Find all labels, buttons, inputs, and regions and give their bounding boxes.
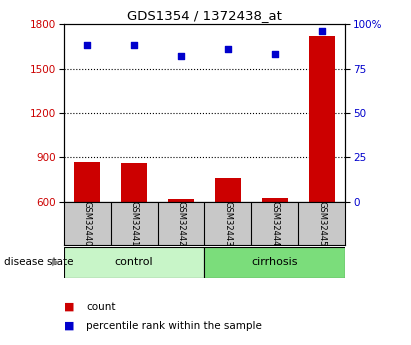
Point: [319, 29, 325, 34]
Text: GSM32442: GSM32442: [176, 201, 185, 246]
Text: control: control: [115, 257, 153, 267]
Bar: [121, 163, 147, 202]
Text: GSM32445: GSM32445: [317, 201, 326, 246]
Text: percentile rank within the sample: percentile rank within the sample: [86, 321, 262, 331]
Point: [131, 43, 137, 48]
Point: [84, 43, 90, 48]
Text: ■: ■: [64, 302, 74, 312]
Point: [272, 52, 278, 57]
Text: ▶: ▶: [52, 257, 59, 267]
Bar: [168, 199, 194, 202]
Bar: [74, 162, 100, 202]
Text: disease state: disease state: [4, 257, 74, 267]
Point: [225, 46, 231, 52]
Text: cirrhosis: cirrhosis: [252, 257, 298, 267]
Bar: [309, 36, 335, 202]
Text: GSM32444: GSM32444: [270, 201, 279, 246]
Point: [178, 53, 184, 59]
Text: ■: ■: [64, 321, 74, 331]
Text: count: count: [86, 302, 116, 312]
Text: GSM32441: GSM32441: [129, 201, 139, 246]
Text: GSM32443: GSM32443: [224, 201, 233, 246]
Text: GSM32440: GSM32440: [83, 201, 92, 246]
Bar: [205, 247, 345, 278]
Title: GDS1354 / 1372438_at: GDS1354 / 1372438_at: [127, 9, 282, 22]
Bar: [64, 247, 205, 278]
Bar: [215, 178, 241, 202]
Bar: [262, 198, 288, 202]
